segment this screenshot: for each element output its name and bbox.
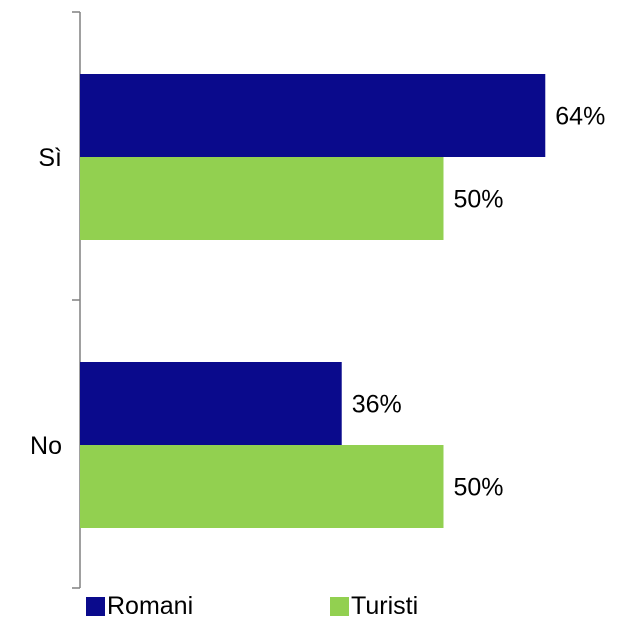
data-labels: 64% 50% 36% 50% — [352, 103, 606, 502]
legend-label: Turisti — [351, 592, 418, 620]
data-label: 36% — [352, 391, 402, 419]
bars — [80, 74, 546, 528]
data-label: 50% — [454, 474, 504, 502]
bar-turisti-1 — [80, 445, 444, 528]
category-labels: Sì No — [30, 144, 62, 460]
legend: Romani Turisti — [86, 592, 418, 620]
category-label: No — [30, 432, 62, 460]
y-axis — [72, 11, 81, 589]
bar-turisti-0 — [80, 157, 444, 240]
category-label: Sì — [38, 144, 62, 172]
legend-swatch — [86, 597, 105, 616]
data-label: 64% — [555, 103, 605, 131]
legend-swatch — [330, 597, 349, 616]
data-label: 50% — [454, 186, 504, 214]
legend-label: Romani — [107, 592, 193, 620]
bar-romani-1 — [80, 362, 342, 445]
bar-romani-0 — [80, 74, 546, 157]
